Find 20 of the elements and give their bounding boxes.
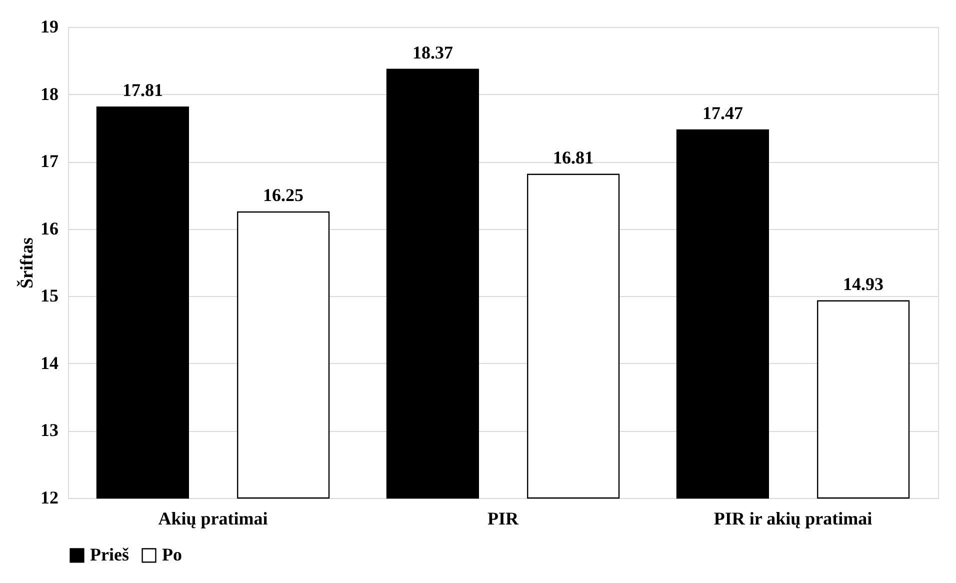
legend-label: Prieš (90, 544, 129, 564)
data-label: 14.93 (843, 274, 884, 294)
x-tick-label: PIR ir akių pratimai (714, 508, 872, 528)
data-label: 16.81 (553, 147, 594, 168)
y-tick-label: 17 (40, 151, 58, 172)
legend-label: Po (162, 544, 182, 564)
y-tick-label: 18 (40, 84, 58, 104)
y-tick-label: 12 (40, 488, 58, 508)
data-label: 17.81 (122, 80, 163, 100)
data-label: 18.37 (412, 42, 453, 62)
y-tick-label: 14 (40, 352, 58, 373)
y-tick-label: 19 (40, 16, 58, 36)
x-tick-label: PIR (488, 508, 520, 528)
y-tick-label: 15 (40, 286, 58, 306)
data-label: 16.25 (263, 185, 304, 206)
y-tick-label: 13 (40, 420, 58, 440)
y-axis-title: Šriftas (16, 238, 36, 288)
x-tick-label: Akių pratimai (158, 508, 268, 528)
y-tick-label: 16 (40, 218, 58, 238)
data-label: 17.47 (702, 102, 743, 123)
